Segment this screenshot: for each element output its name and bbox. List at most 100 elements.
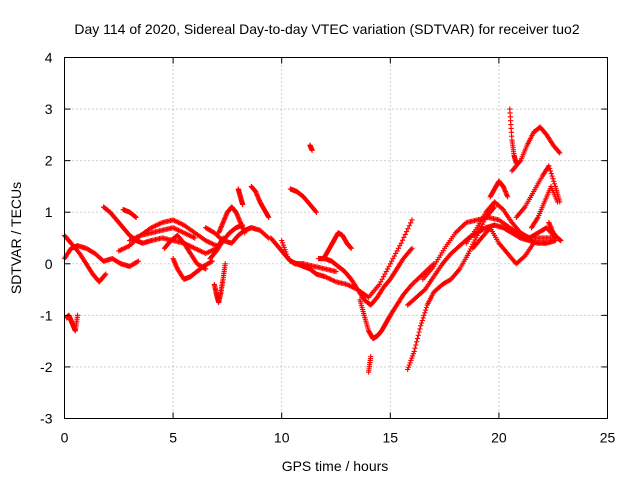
data-point xyxy=(222,261,228,267)
x-tick-label: 0 xyxy=(61,430,69,446)
series-arc-28 xyxy=(470,225,537,267)
y-tick-label: 0 xyxy=(45,256,53,272)
data-point xyxy=(135,258,141,264)
series-arc-23 xyxy=(365,354,374,375)
data-point xyxy=(422,310,428,316)
data-point xyxy=(103,271,109,277)
data-point xyxy=(417,326,423,332)
data-point xyxy=(402,231,408,238)
y-tick-label: 3 xyxy=(45,101,53,117)
data-point xyxy=(547,168,554,174)
y-tick-label: 2 xyxy=(45,153,53,169)
y-tick-labels: -3 -2 -1 0 1 2 3 4 xyxy=(40,50,53,427)
data-point xyxy=(192,235,198,241)
data-point xyxy=(132,214,138,220)
series-arc-05 xyxy=(120,207,139,220)
x-tick-label: 20 xyxy=(491,430,507,446)
data-point xyxy=(504,194,511,200)
x-axis-label: GPS time / hours xyxy=(282,458,389,474)
data-point xyxy=(418,323,424,329)
x-tick-label: 5 xyxy=(169,430,177,446)
data-point xyxy=(414,339,420,345)
series-arc-15 xyxy=(235,186,246,208)
x-tick-label: 25 xyxy=(600,430,616,446)
axis-ticks xyxy=(64,57,608,419)
data-point xyxy=(420,315,426,321)
data-point xyxy=(551,178,557,184)
data-point xyxy=(415,332,421,338)
series-arc-30 xyxy=(507,106,519,166)
series-arc-02 xyxy=(61,232,109,285)
series-arc-33 xyxy=(528,183,561,231)
series-arc-17 xyxy=(279,237,339,275)
chart-title: Day 114 of 2020, Sidereal Day-to-day VTE… xyxy=(74,21,579,37)
plot-frame xyxy=(64,57,608,419)
data-point xyxy=(264,234,271,240)
data-point xyxy=(368,354,374,360)
data-point xyxy=(133,214,139,220)
series-arc-21 xyxy=(322,230,354,259)
data-point xyxy=(313,208,319,214)
data-point xyxy=(240,201,246,208)
data-point xyxy=(550,176,556,182)
data-point xyxy=(348,245,354,251)
x-tick-label: 15 xyxy=(383,430,399,446)
data-points xyxy=(61,106,564,375)
data-point xyxy=(408,220,414,226)
series-arc-19 xyxy=(307,142,315,153)
data-point xyxy=(102,272,108,278)
data-point xyxy=(556,149,562,155)
data-point xyxy=(411,348,417,355)
data-point xyxy=(416,329,422,335)
data-point xyxy=(309,147,315,153)
series-arc-25 xyxy=(405,222,558,308)
data-point xyxy=(421,312,427,318)
data-point xyxy=(405,226,411,232)
data-point xyxy=(413,342,419,348)
series-arc-20 xyxy=(316,245,415,308)
series-arc-07 xyxy=(127,225,198,244)
y-tick-label: -3 xyxy=(40,411,53,427)
series-arc-12 xyxy=(216,204,248,236)
data-point xyxy=(399,237,406,243)
y-tick-label: 1 xyxy=(45,204,53,220)
series-arc-09 xyxy=(170,256,215,282)
data-point xyxy=(242,230,248,236)
series-arc-03 xyxy=(64,312,81,334)
y-tick-label: -2 xyxy=(40,359,53,375)
x-tick-labels: 0 5 10 15 20 25 xyxy=(61,430,616,446)
data-point xyxy=(134,259,140,265)
data-point xyxy=(403,228,410,235)
data-point xyxy=(531,240,537,246)
data-point xyxy=(398,240,404,246)
series-arc-34 xyxy=(546,219,564,244)
series-arc-14 xyxy=(248,183,272,220)
series-arc-13 xyxy=(211,261,228,306)
data-point xyxy=(418,320,425,326)
data-point xyxy=(313,209,320,215)
data-point xyxy=(554,199,561,205)
y-tick-label: -1 xyxy=(40,307,53,323)
y-axis-label: SDTVAR / TECUs xyxy=(8,182,24,294)
data-point xyxy=(547,165,553,171)
data-point xyxy=(401,234,407,240)
series-arc-08 xyxy=(161,232,209,272)
data-point xyxy=(422,307,429,313)
data-point xyxy=(551,181,558,187)
data-point xyxy=(74,312,81,318)
data-point xyxy=(412,345,418,351)
data-point xyxy=(419,317,425,324)
data-point xyxy=(333,268,339,275)
x-tick-label: 10 xyxy=(274,430,290,446)
data-point xyxy=(409,217,415,223)
series-arc-29 xyxy=(487,178,511,200)
data-point xyxy=(406,223,412,229)
series-arc-27 xyxy=(463,199,558,246)
data-point xyxy=(557,150,563,156)
data-point xyxy=(549,173,555,179)
series-arc-18 xyxy=(287,186,320,215)
data-point xyxy=(546,163,552,169)
series-arc-22 xyxy=(357,261,437,342)
data-point xyxy=(414,335,421,342)
